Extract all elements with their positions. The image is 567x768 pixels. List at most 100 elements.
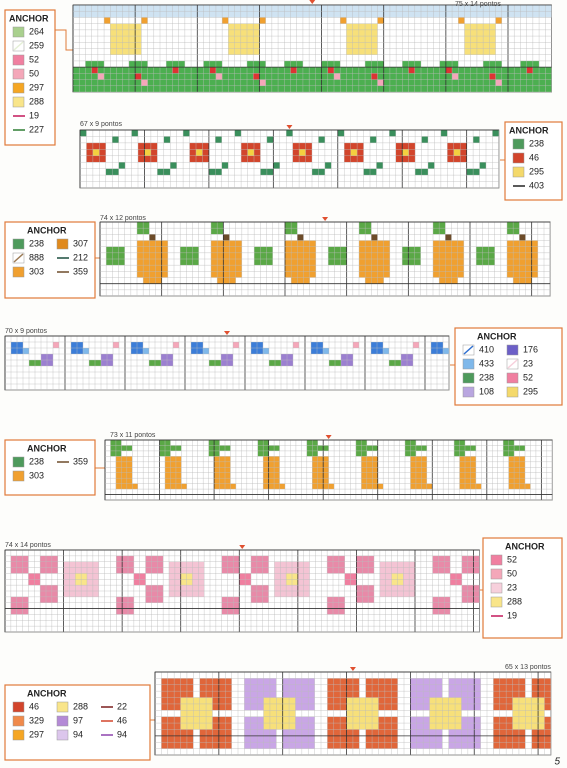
stitch-block xyxy=(461,585,480,603)
stitch-block xyxy=(128,60,148,68)
stitch-block xyxy=(221,162,229,169)
legend-code: 97 xyxy=(73,715,83,725)
legend-code: 303 xyxy=(29,266,44,276)
stitch-block xyxy=(321,60,341,68)
stitch-block xyxy=(259,79,266,86)
legend-swatch-stitch xyxy=(507,359,518,369)
stitch-block xyxy=(370,136,377,143)
stitch-block xyxy=(40,555,58,574)
stitch-block xyxy=(464,23,496,55)
stitch-block xyxy=(432,596,451,615)
legend-title: ANCHOR xyxy=(509,125,549,135)
legend-code: 46 xyxy=(29,701,39,711)
legend-code: 176 xyxy=(523,344,538,354)
legend-swatch xyxy=(506,386,519,398)
stitch-block xyxy=(209,67,216,74)
stitch-block xyxy=(163,136,171,143)
legend-code: 19 xyxy=(507,610,517,620)
stitch-block xyxy=(183,130,190,137)
center-marker xyxy=(325,435,332,439)
legend-swatch xyxy=(512,152,525,164)
legend-code: 433 xyxy=(479,358,494,368)
stitch-block xyxy=(402,149,409,156)
stitch-block xyxy=(483,60,502,68)
stitch-block xyxy=(365,60,384,68)
stitch-block xyxy=(428,162,435,169)
legend-swatch xyxy=(12,26,25,38)
stitch-block xyxy=(489,73,496,80)
legend-swatch-stitch xyxy=(463,345,474,355)
stitch-block xyxy=(273,162,280,169)
legend-code: 288 xyxy=(73,701,88,711)
stitch-block xyxy=(297,234,304,241)
center-marker xyxy=(309,0,316,4)
stitch-block xyxy=(53,342,59,348)
legend-code: 19 xyxy=(29,110,39,120)
legend-title: ANCHOR xyxy=(27,688,67,698)
legend-swatch xyxy=(490,554,503,566)
stitch-block xyxy=(377,79,384,86)
stitch-block xyxy=(110,23,142,55)
stitch-block xyxy=(97,73,105,80)
legend-title: ANCHOR xyxy=(9,13,49,23)
legend-swatch xyxy=(56,238,69,250)
legend-swatch xyxy=(512,138,525,150)
stitch-block xyxy=(519,234,526,241)
stitch-block xyxy=(247,60,266,68)
legend-code: 264 xyxy=(29,26,44,36)
pattern-size: 74 x 12 pontos xyxy=(100,215,146,222)
stitch-block xyxy=(290,67,297,74)
stitch-block xyxy=(327,596,345,615)
stitch-block xyxy=(10,555,29,574)
pattern-size: 70 x 9 pontos xyxy=(5,328,48,335)
legend-code: 238 xyxy=(29,456,44,466)
stitch-block xyxy=(346,697,379,730)
stitch-block xyxy=(432,555,451,574)
legend-code: 288 xyxy=(507,596,522,606)
stitch-block xyxy=(513,277,532,284)
legend-swatch xyxy=(12,68,25,80)
stitch-block xyxy=(429,697,462,730)
stitch-block xyxy=(402,60,421,68)
stitch-block xyxy=(251,555,269,574)
legend-code: 50 xyxy=(507,568,517,578)
legend-swatch xyxy=(12,54,25,66)
stitch-block xyxy=(116,555,134,574)
stitch-block xyxy=(473,136,480,143)
pattern-size: 67 x 9 pontos xyxy=(80,121,123,128)
legend-code: 403 xyxy=(529,180,544,190)
legend-swatch xyxy=(490,596,503,608)
stitch-block xyxy=(118,162,126,169)
stitch-block xyxy=(439,60,459,68)
stitch-block xyxy=(327,555,345,574)
legend-code: 329 xyxy=(29,715,44,725)
stitch-block xyxy=(203,348,209,354)
page-number: 5 xyxy=(554,757,560,768)
stitch-block xyxy=(149,234,156,241)
stitch-block xyxy=(143,277,162,284)
legend-swatch xyxy=(490,582,503,594)
stitch-block xyxy=(217,277,236,284)
stitch-block xyxy=(421,136,428,143)
stitch-block xyxy=(92,149,100,156)
stitch-block xyxy=(173,342,179,348)
stitch-block xyxy=(353,342,359,348)
stitch-block xyxy=(10,596,29,615)
pattern xyxy=(104,435,553,501)
legend-swatch xyxy=(12,96,25,108)
legend-code: 94 xyxy=(73,729,83,739)
legend-code: 46 xyxy=(117,715,127,725)
stitch-block xyxy=(234,130,242,137)
legend-swatch xyxy=(12,470,25,482)
stitch-block xyxy=(334,73,341,80)
legend-title: ANCHOR xyxy=(505,541,545,551)
stitch-block xyxy=(445,67,453,74)
stitch-block xyxy=(263,348,269,354)
pattern-size: 73 x 11 pontos xyxy=(110,432,156,439)
stitch-block xyxy=(323,348,329,354)
legend-swatch xyxy=(56,729,69,741)
stitch-block xyxy=(228,23,260,55)
legend-swatch xyxy=(56,701,69,713)
legend-title: ANCHOR xyxy=(27,443,67,453)
